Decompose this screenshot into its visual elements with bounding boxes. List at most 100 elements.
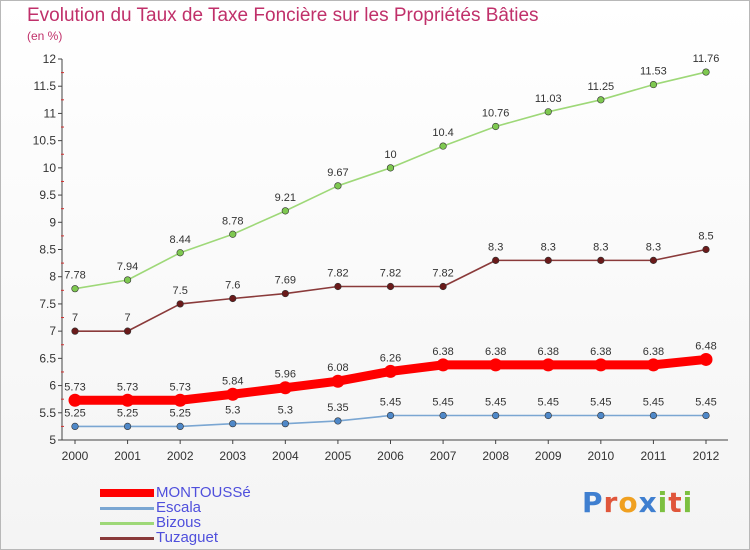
y-tick-label: 5 bbox=[49, 433, 56, 447]
data-point bbox=[176, 300, 184, 308]
data-label: 7.94 bbox=[117, 261, 138, 273]
x-tick-label: 2001 bbox=[114, 449, 141, 463]
data-point bbox=[121, 393, 135, 407]
data-point bbox=[597, 411, 605, 420]
data-label: 5.45 bbox=[485, 397, 506, 409]
data-label: 7.69 bbox=[275, 275, 296, 287]
data-label: 6.26 bbox=[380, 352, 401, 364]
data-label: 5.73 bbox=[64, 381, 85, 393]
data-label: 8.5 bbox=[698, 231, 713, 243]
y-tick-label: 9.5 bbox=[39, 188, 56, 202]
series-line-3 bbox=[74, 248, 707, 332]
data-label: 5.73 bbox=[169, 381, 190, 393]
x-tick-label: 2000 bbox=[62, 449, 89, 463]
chart-subtitle: (en %) bbox=[27, 29, 63, 43]
data-label: 5.45 bbox=[538, 397, 559, 409]
data-point bbox=[541, 358, 555, 372]
x-tick-label: 2004 bbox=[272, 449, 299, 463]
data-point bbox=[123, 422, 132, 430]
data-label: 5.45 bbox=[380, 397, 401, 409]
data-point bbox=[334, 282, 342, 291]
data-point bbox=[176, 249, 184, 257]
data-label: 9.67 bbox=[327, 167, 348, 179]
legend-label: Tuzaguet bbox=[156, 529, 218, 546]
y-tick-label: 11.5 bbox=[34, 79, 57, 93]
data-label: 6.08 bbox=[327, 362, 348, 374]
data-label: 5.45 bbox=[695, 397, 716, 409]
data-point bbox=[68, 393, 82, 407]
y-tick-label: 6.5 bbox=[39, 351, 56, 365]
legend-label: Escala bbox=[156, 499, 202, 516]
data-point bbox=[649, 411, 658, 420]
logo-letter: o bbox=[618, 486, 639, 519]
data-label: 7.6 bbox=[225, 279, 240, 291]
data-point bbox=[699, 352, 713, 366]
data-point bbox=[229, 420, 237, 428]
data-point bbox=[176, 422, 184, 430]
data-label: 10.76 bbox=[482, 107, 510, 119]
x-tick-label: 2012 bbox=[693, 449, 720, 463]
series-line-2 bbox=[74, 71, 707, 290]
data-point bbox=[702, 68, 710, 76]
data-point bbox=[594, 358, 608, 372]
x-tick-label: 2003 bbox=[219, 449, 246, 463]
data-label: 6.38 bbox=[538, 346, 559, 358]
chart-title: Evolution du Taux de Taxe Foncière sur l… bbox=[27, 5, 539, 26]
data-point bbox=[71, 422, 79, 430]
x-tick-label: 2006 bbox=[377, 449, 404, 463]
data-point bbox=[229, 230, 237, 238]
data-label: 5.84 bbox=[222, 375, 243, 387]
data-label: 7.78 bbox=[64, 270, 85, 282]
data-point bbox=[439, 142, 447, 150]
x-tick-label: 2008 bbox=[482, 449, 509, 463]
y-tick-label: 10.5 bbox=[33, 134, 57, 148]
x-tick-label: 2010 bbox=[587, 449, 614, 463]
data-point bbox=[334, 417, 342, 425]
data-point bbox=[597, 256, 605, 264]
y-tick-label: 12 bbox=[43, 52, 57, 66]
data-point bbox=[492, 256, 500, 264]
data-point bbox=[386, 411, 395, 420]
x-tick-label: 2009 bbox=[535, 449, 562, 463]
data-point bbox=[439, 282, 447, 291]
data-label: 5.25 bbox=[64, 407, 85, 419]
data-point bbox=[702, 245, 710, 254]
data-point bbox=[71, 327, 79, 335]
y-tick-label: 11 bbox=[44, 106, 57, 120]
data-label: 8.3 bbox=[488, 241, 503, 253]
data-label: 5.3 bbox=[278, 405, 293, 417]
data-point bbox=[386, 164, 395, 172]
data-point bbox=[281, 207, 289, 215]
data-point bbox=[492, 122, 500, 131]
data-label: 6.38 bbox=[643, 346, 664, 358]
data-point bbox=[702, 411, 710, 420]
y-tick-label: 7.5 bbox=[39, 297, 56, 311]
data-label: 11.76 bbox=[693, 53, 720, 65]
data-label: 5.25 bbox=[117, 407, 138, 419]
data-label: 5.25 bbox=[169, 407, 190, 419]
data-point bbox=[439, 411, 447, 420]
data-label: 5.45 bbox=[643, 397, 664, 409]
data-point bbox=[281, 289, 289, 298]
data-label: 7.82 bbox=[380, 268, 401, 280]
data-point bbox=[386, 282, 395, 291]
data-label: 6.38 bbox=[485, 346, 506, 358]
data-point bbox=[384, 364, 397, 378]
data-label: 7 bbox=[72, 312, 78, 324]
x-tick-label: 2005 bbox=[325, 449, 352, 463]
logo-letter: P bbox=[582, 486, 604, 519]
data-label: 6.38 bbox=[432, 346, 453, 358]
data-label: 11.53 bbox=[640, 66, 667, 78]
data-point bbox=[649, 256, 658, 264]
x-tick-label: 2011 bbox=[641, 449, 667, 463]
data-label: 8.78 bbox=[222, 215, 243, 227]
data-point bbox=[489, 358, 503, 372]
data-label: 5.73 bbox=[117, 381, 138, 393]
data-point bbox=[331, 374, 345, 388]
data-label: 10 bbox=[384, 149, 396, 161]
data-point bbox=[436, 358, 450, 372]
data-point bbox=[544, 411, 552, 420]
data-point bbox=[646, 358, 660, 372]
